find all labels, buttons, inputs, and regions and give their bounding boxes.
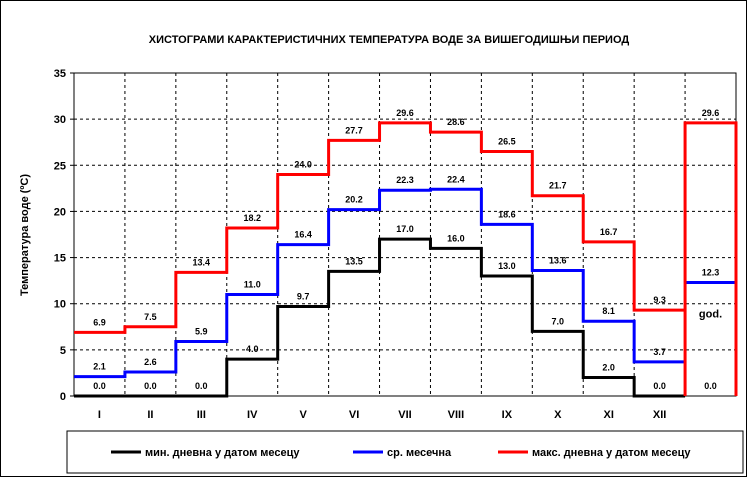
x-tick-label: VIII (448, 409, 465, 421)
data-label: 26.5 (498, 136, 516, 146)
annual-max-box (683, 121, 738, 396)
y-tick-label: 25 (54, 160, 66, 172)
data-label: 18.2 (243, 213, 261, 223)
legend-label: ср. месечна (387, 447, 452, 459)
data-label: 7.0 (552, 316, 565, 326)
data-label: 0.0 (653, 381, 666, 391)
data-label: 28.6 (447, 117, 465, 127)
x-tick-label: XI (603, 409, 613, 421)
annual-slot-label: god. (699, 309, 722, 321)
x-tick-label: VII (398, 409, 411, 421)
data-label: 5.9 (195, 327, 208, 337)
data-label: 16.7 (600, 227, 618, 237)
data-label: 29.6 (396, 108, 414, 118)
legend-box (66, 430, 744, 474)
data-label: 0.0 (195, 381, 208, 391)
data-label: 13.5 (345, 256, 363, 266)
y-tick-label: 10 (54, 299, 66, 311)
grid (73, 72, 737, 397)
data-label: 21.7 (549, 181, 567, 191)
series-group (74, 121, 738, 398)
data-label: 11.0 (244, 279, 261, 289)
x-tick-label: III (197, 409, 206, 421)
data-label: 7.5 (144, 312, 157, 322)
data-label: 2.1 (93, 362, 106, 372)
y-tick-label: 0 (60, 391, 66, 403)
data-label: 17.0 (396, 224, 414, 234)
legend: мин. дневна у датом месецу ср. месечна мак… (66, 430, 744, 474)
series-line (74, 121, 686, 334)
x-tick-label: IV (247, 409, 258, 421)
data-label: 16.4 (294, 230, 312, 240)
legend-label: мин. дневна у датом месецу (145, 447, 300, 459)
annual-data-label: 12.3 (702, 267, 720, 277)
x-tick-label: X (554, 409, 562, 421)
annual-data-label: 0.0 (704, 381, 717, 391)
y-tick-label: 20 (54, 206, 66, 218)
data-label: 18.6 (498, 209, 516, 219)
x-tick-label: VI (349, 409, 359, 421)
data-label: 13.0 (498, 261, 516, 271)
data-label: 6.9 (93, 317, 106, 327)
data-label: 2.6 (144, 357, 157, 367)
data-labels: 0.0 0.0 0.0 4.0 9.7 13.5 17.0 16.0 13.0 7.0 2.0 0.0… (93, 108, 722, 391)
annual-data-label: 29.6 (702, 108, 720, 118)
y-axis: 0 5 10 15 20 25 30 35 (54, 68, 74, 403)
y-tick-label: 35 (54, 68, 66, 80)
series-line (74, 237, 686, 398)
data-label: 16.0 (447, 233, 465, 243)
chart-title: ХИСТОГРАМИ КАРАКТЕРИСТИЧНИХ ТЕМПЕРАТУРА … (149, 34, 630, 46)
data-label: 4.0 (246, 344, 259, 354)
x-tick-label: IX (502, 409, 513, 421)
data-label: 22.3 (396, 175, 414, 185)
x-tick-label: XII (653, 409, 666, 421)
x-tick-label: V (299, 409, 307, 421)
data-label: 0.0 (93, 381, 106, 391)
data-label: 9.7 (297, 291, 310, 301)
data-label: 2.0 (602, 363, 615, 373)
data-label: 0.0 (144, 381, 157, 391)
data-label: 13.6 (549, 255, 567, 265)
y-axis-label: Температура воде (ºC) (19, 174, 31, 296)
data-label: 8.1 (602, 306, 615, 316)
x-axis: I II III IV V VI VII VIII IX X XI XII (98, 409, 666, 421)
data-label: 3.7 (653, 347, 666, 357)
x-tick-label: I (98, 409, 101, 421)
legend-label: макс. дневна у датом месецу (532, 447, 691, 459)
data-label: 13.4 (193, 257, 211, 267)
data-label: 9.3 (653, 295, 666, 305)
data-label: 20.2 (345, 195, 363, 205)
data-label: 27.7 (345, 125, 363, 135)
y-tick-label: 15 (54, 253, 66, 265)
x-tick-label: II (147, 409, 153, 421)
y-tick-label: 5 (60, 345, 66, 357)
series-line (74, 187, 686, 379)
data-label: 22.4 (447, 174, 465, 184)
y-tick-label: 30 (54, 114, 66, 126)
data-label: 24.0 (294, 160, 312, 170)
